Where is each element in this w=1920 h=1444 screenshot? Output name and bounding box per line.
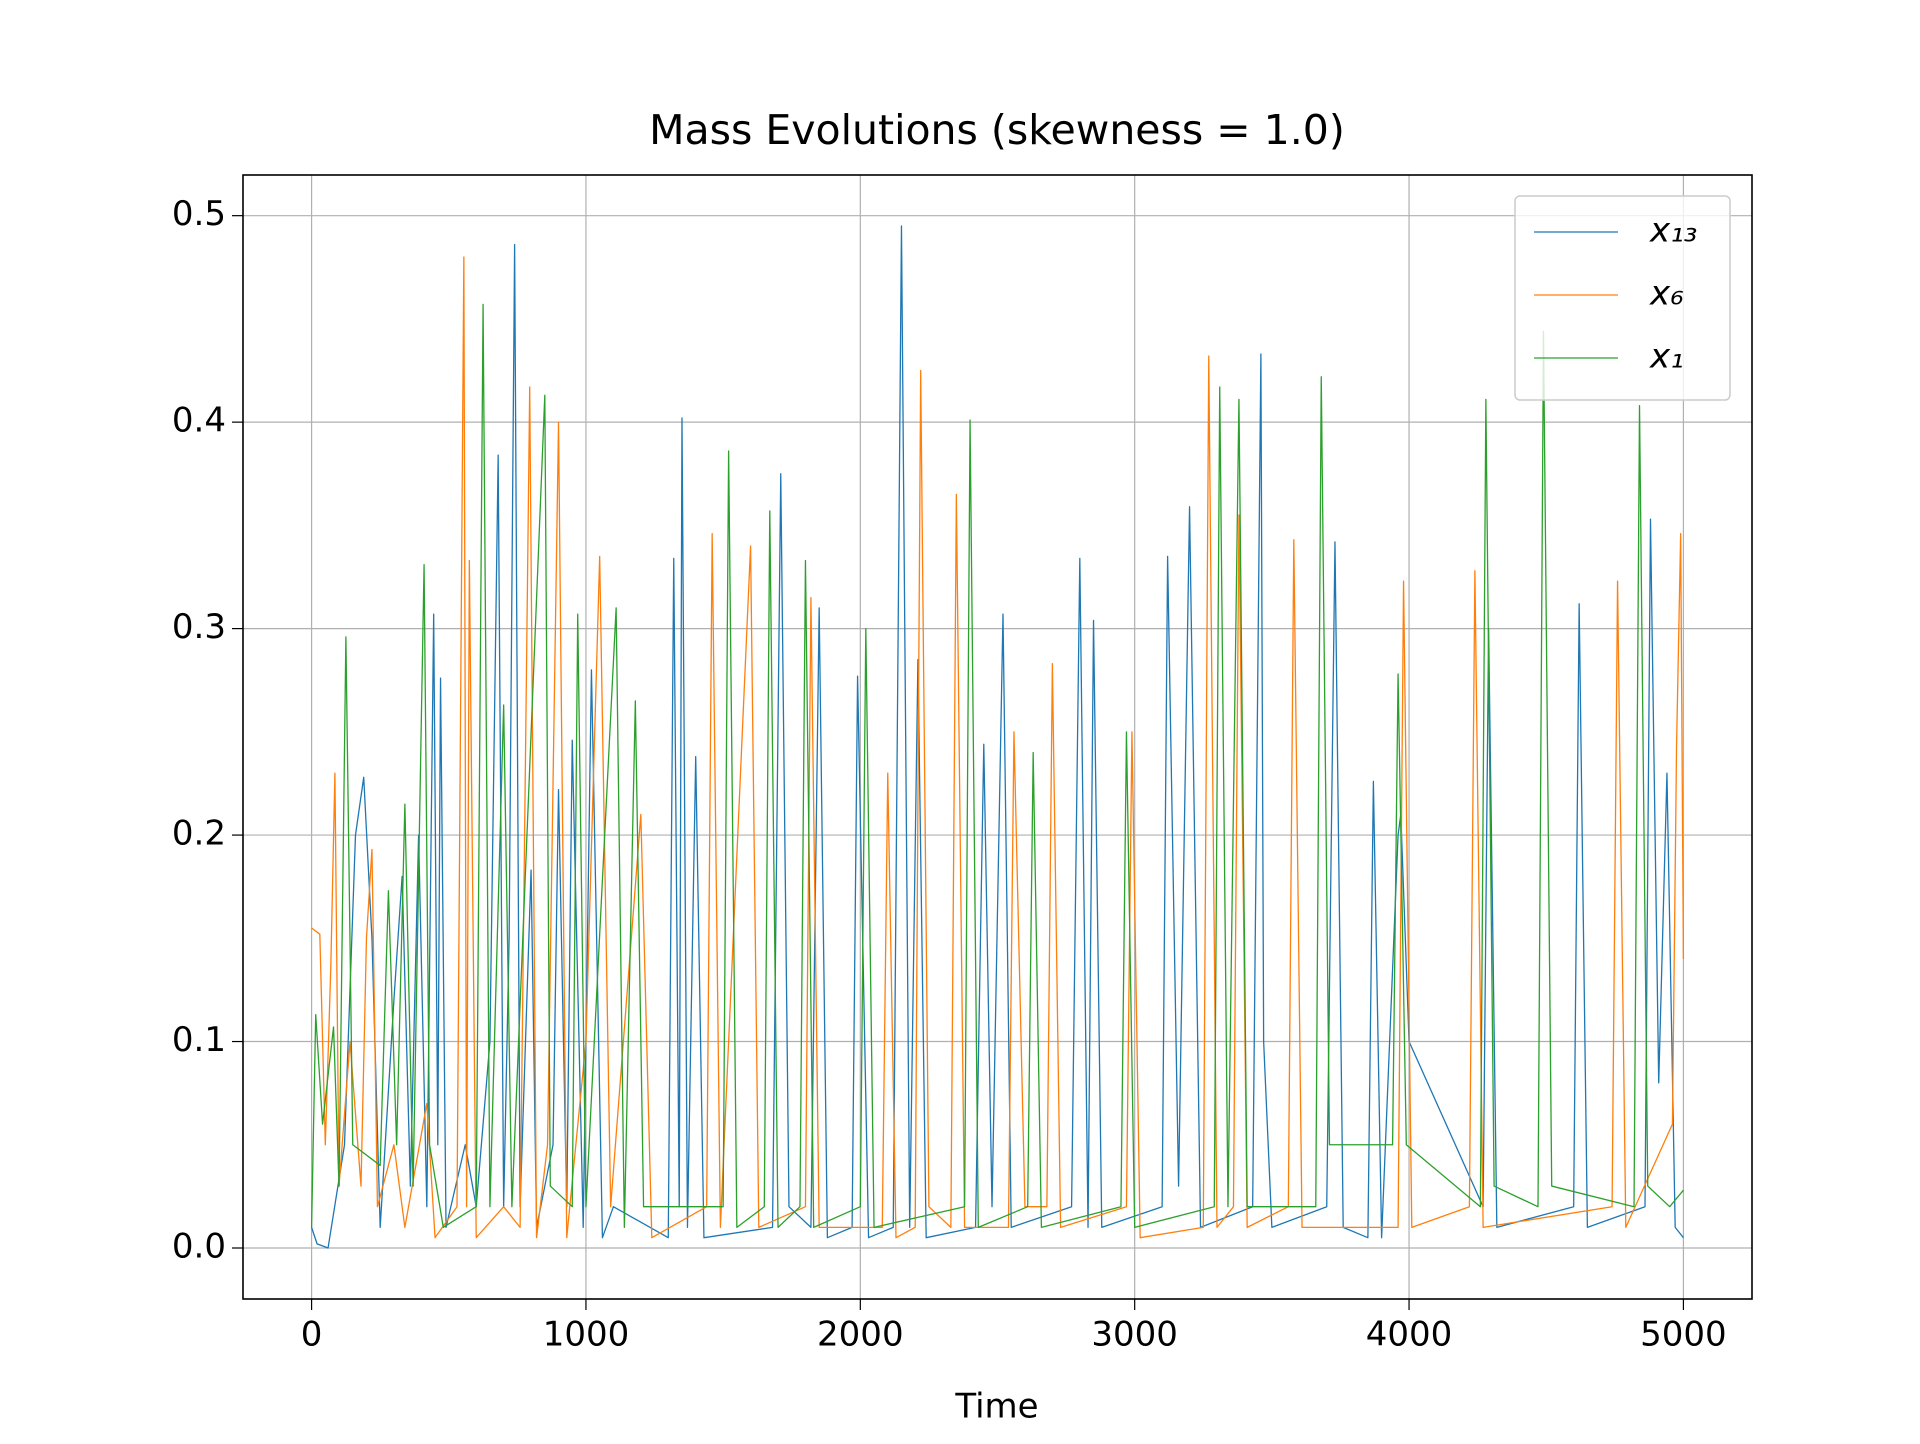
x-axis-label: Time xyxy=(954,1387,1038,1427)
x-tick-label: 2000 xyxy=(817,1315,904,1355)
chart-title: Mass Evolutions (skewness = 1.0) xyxy=(649,106,1345,154)
y-tick-label: 0.4 xyxy=(172,401,226,441)
y-tick-label: 0.5 xyxy=(172,194,226,234)
plot-frame xyxy=(242,174,1753,1300)
y-tick-label: 0.1 xyxy=(172,1020,226,1060)
data-line xyxy=(310,225,1684,1249)
y-tick-label: 0.2 xyxy=(172,814,226,854)
x-tick-label: 4000 xyxy=(1366,1315,1453,1355)
legend-box xyxy=(1514,195,1731,401)
legend-label: x₁ xyxy=(1649,337,1684,377)
x-tick-label: 3000 xyxy=(1091,1315,1178,1355)
y-tick-label: 0.0 xyxy=(172,1227,226,1267)
x-tick-label: 5000 xyxy=(1640,1315,1727,1355)
data-line xyxy=(311,256,1685,1239)
data-line xyxy=(310,303,1684,1229)
legend-label: x₆ xyxy=(1649,274,1684,314)
x-tick-label: 0 xyxy=(301,1315,323,1355)
x-tick-label: 1000 xyxy=(543,1315,630,1355)
y-tick-label: 0.3 xyxy=(172,607,226,647)
legend-label: x₁₃ xyxy=(1649,211,1697,251)
